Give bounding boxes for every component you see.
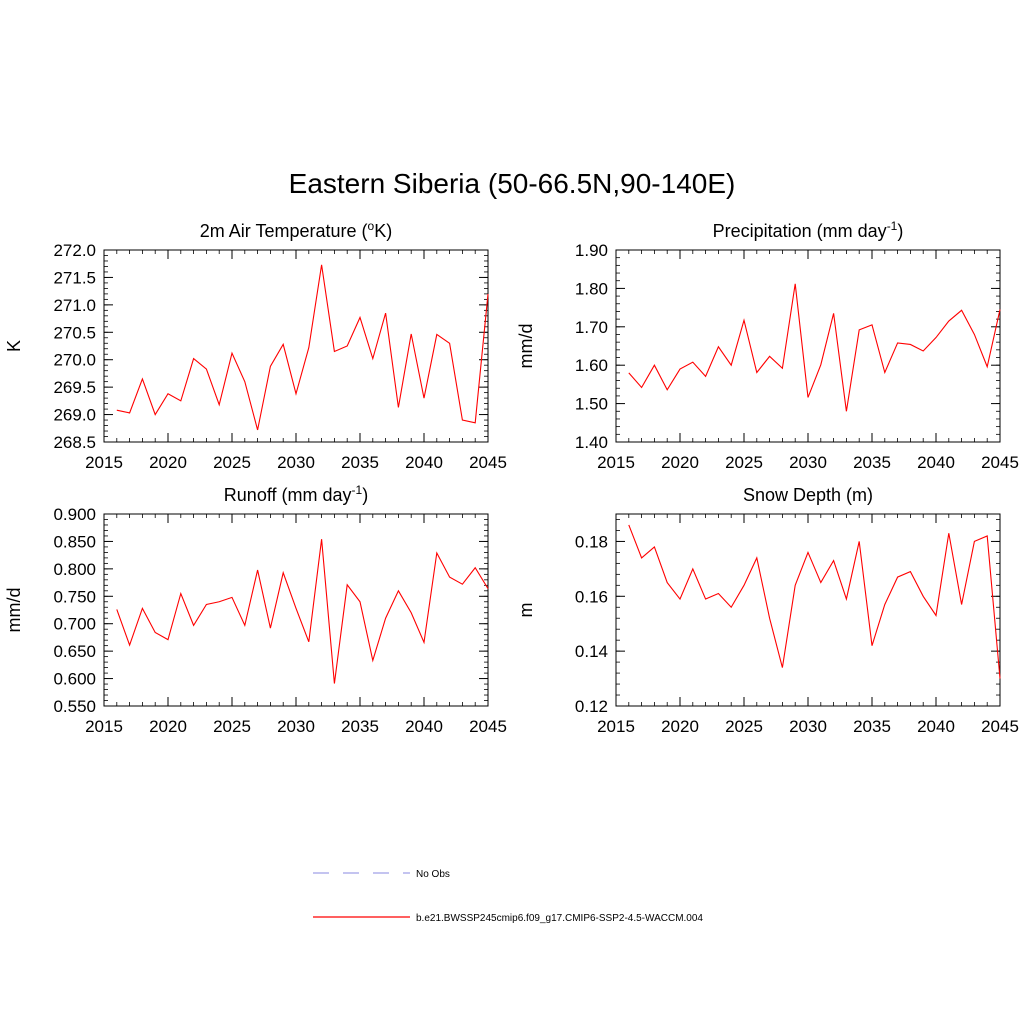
x-tick-label: 2035 [341, 717, 379, 736]
y-axis-label: mm/d [516, 324, 536, 369]
y-tick-label: 1.90 [575, 241, 608, 260]
plot-frame [103, 249, 489, 443]
x-tick-label: 2020 [149, 453, 187, 472]
y-tick-label: 0.600 [53, 670, 96, 689]
x-tick-label: 2030 [789, 717, 827, 736]
y-tick-label: 0.900 [53, 505, 96, 524]
plot-frame [103, 513, 489, 707]
y-tick-label: 0.800 [53, 560, 96, 579]
plot-frame [615, 513, 1001, 707]
x-tick-label: 2015 [85, 453, 123, 472]
y-tick-label: 0.12 [575, 697, 608, 716]
x-tick-label: 2030 [277, 717, 315, 736]
y-tick-label: 271.5 [53, 268, 96, 287]
y-axis-label: m [516, 603, 536, 618]
y-tick-label: 0.750 [53, 587, 96, 606]
series-line-1 [628, 524, 1001, 679]
y-tick-label: 269.0 [53, 406, 96, 425]
series-line-1 [116, 539, 489, 684]
figure-title: Eastern Siberia (50-66.5N,90-140E) [288, 168, 736, 199]
panel-title: 2m Air Temperature (oK) [200, 219, 392, 241]
y-tick-label: 1.50 [575, 395, 608, 414]
x-tick-label: 2015 [85, 717, 123, 736]
x-tick-label: 2045 [981, 453, 1019, 472]
x-tick-label: 2025 [213, 717, 251, 736]
legend: No Obs b.e21.BWSSP245cmip6.f09_g17.CMIP6-… [313, 869, 703, 924]
chart-panel-2: 2015 2020 2025 2030 2035 2040 2045 1.40 1.50 1.60… [516, 219, 1019, 472]
legend-label: No Obs [416, 869, 450, 880]
x-tick-label: 2020 [149, 717, 187, 736]
y-tick-label: 0.850 [53, 532, 96, 551]
y-tick-label: 0.700 [53, 615, 96, 634]
x-tick-label: 2025 [725, 717, 763, 736]
x-tick-label: 2045 [981, 717, 1019, 736]
x-tick-label: 2045 [469, 453, 507, 472]
legend-label: b.e21.BWSSP245cmip6.f09_g17.CMIP6-SSP2-4… [416, 913, 703, 924]
x-tick-label: 2045 [469, 717, 507, 736]
y-tick-label: 0.18 [575, 532, 608, 551]
y-tick-label: 270.5 [53, 323, 96, 342]
panel-title: Snow Depth (m) [743, 485, 873, 505]
y-tick-label: 0.650 [53, 642, 96, 661]
y-axis-label: K [4, 340, 24, 352]
panel-title: Runoff (mm day-1) [224, 483, 368, 505]
x-tick-label: 2025 [725, 453, 763, 472]
x-tick-label: 2040 [917, 453, 955, 472]
x-tick-label: 2040 [405, 717, 443, 736]
plot-frame [615, 249, 1001, 443]
x-tick-label: 2020 [661, 717, 699, 736]
y-tick-label: 1.70 [575, 318, 608, 337]
x-tick-label: 2035 [853, 453, 891, 472]
y-tick-label: 1.40 [575, 433, 608, 452]
x-tick-label: 2030 [277, 453, 315, 472]
chart-panel-4: 2015 2020 2025 2030 2035 2040 2045 0.12 0.14 0.16… [516, 485, 1019, 736]
y-tick-label: 0.550 [53, 697, 96, 716]
y-tick-label: 0.16 [575, 587, 608, 606]
x-tick-label: 2035 [853, 717, 891, 736]
y-tick-label: 270.0 [53, 351, 96, 370]
y-tick-label: 268.5 [53, 433, 96, 452]
y-tick-label: 269.5 [53, 378, 96, 397]
y-tick-label: 1.60 [575, 356, 608, 375]
x-tick-label: 2015 [597, 453, 635, 472]
series-line-1 [628, 283, 1001, 412]
y-tick-label: 1.80 [575, 279, 608, 298]
x-tick-label: 2030 [789, 453, 827, 472]
series-line-1 [116, 264, 489, 431]
x-tick-label: 2020 [661, 453, 699, 472]
y-axis-label: mm/d [4, 588, 24, 633]
x-tick-label: 2040 [917, 717, 955, 736]
x-tick-label: 2035 [341, 453, 379, 472]
y-tick-label: 271.0 [53, 296, 96, 315]
chart-panel-1: 2015 2020 2025 2030 2035 2040 2045 268.5 269.0 26… [4, 219, 507, 472]
y-tick-label: 0.14 [575, 642, 608, 661]
panel-title: Precipitation (mm day-1) [713, 219, 904, 241]
x-tick-label: 2015 [597, 717, 635, 736]
x-tick-label: 2040 [405, 453, 443, 472]
chart-panel-3: 2015 2020 2025 2030 2035 2040 2045 0.550 0.600 0.… [4, 483, 507, 736]
x-tick-label: 2025 [213, 453, 251, 472]
y-tick-label: 272.0 [53, 241, 96, 260]
